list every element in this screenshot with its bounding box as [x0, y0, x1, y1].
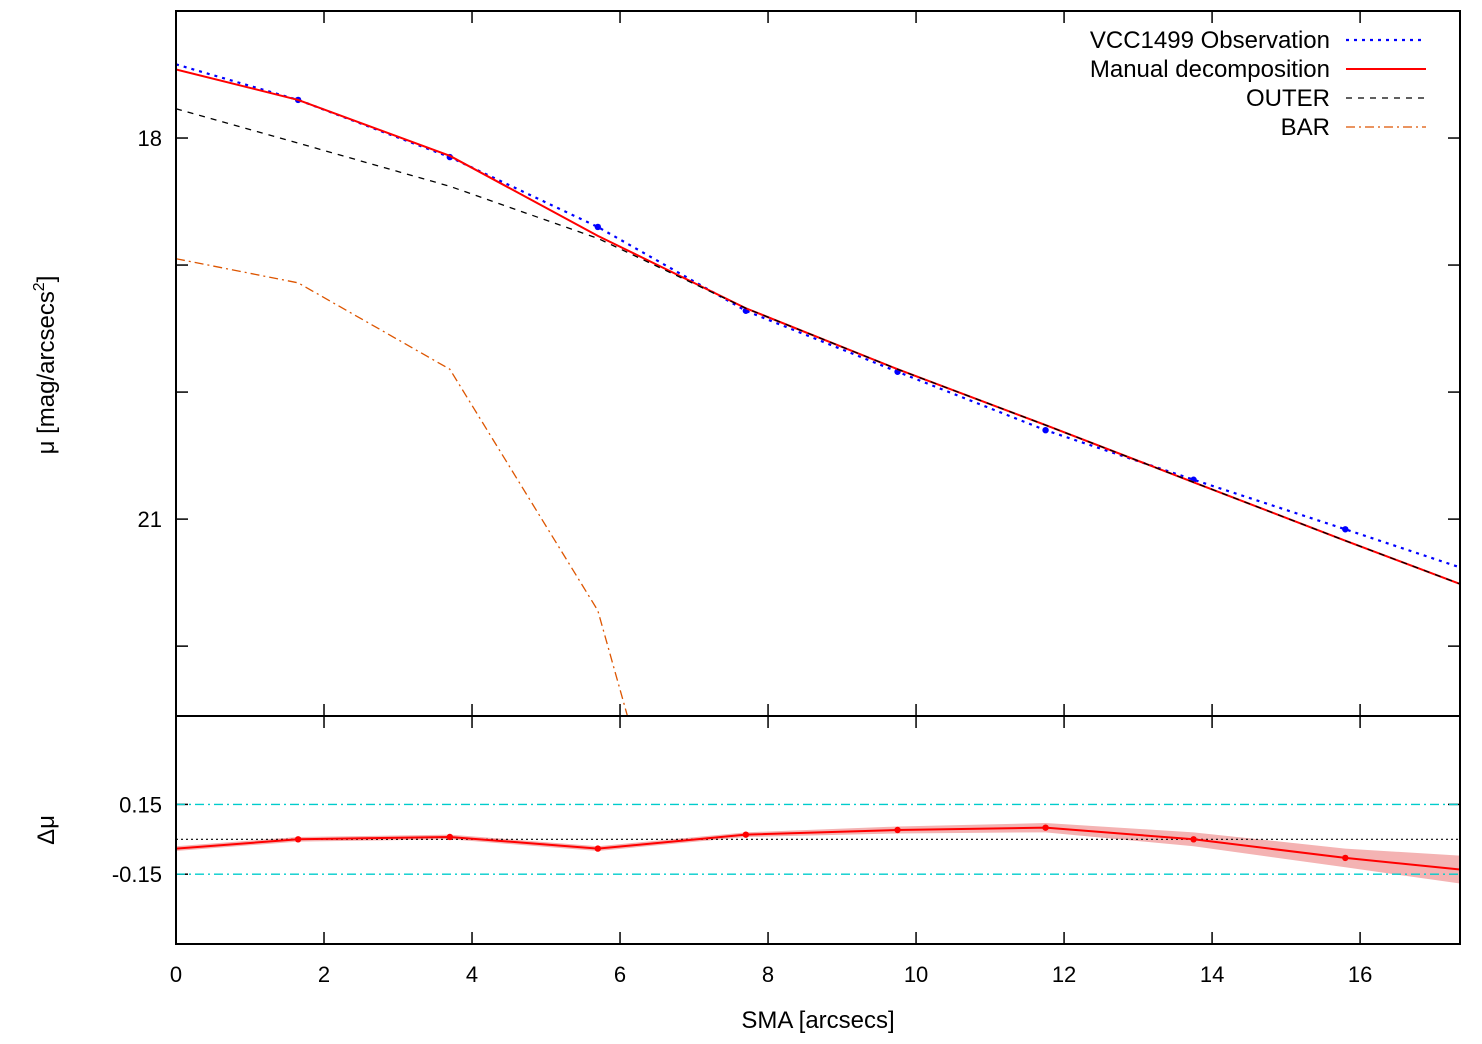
x-tick-label: 4: [466, 962, 478, 987]
x-tick-label: 6: [614, 962, 626, 987]
series-line-bar: [176, 258, 629, 716]
residual-y-tick-label: -0.15: [112, 862, 162, 887]
residual-panel-plot: [176, 803, 1460, 884]
main-y-tick-label: 18: [138, 126, 162, 151]
x-tick-label: 12: [1052, 962, 1076, 987]
tick-labels: 18 21 0 2 4 6 8 10 12 14 16 0.15 -0.15: [112, 126, 1372, 987]
x-tick-label: 8: [762, 962, 774, 987]
residual-point: [1190, 836, 1197, 843]
main-y-tick-label: 21: [138, 507, 162, 532]
legend-label: OUTER: [1246, 85, 1330, 112]
residual-point: [594, 845, 602, 852]
data-point: [594, 223, 602, 231]
x-tick-label: 10: [904, 962, 928, 987]
legend-label: VCC1499 Observation: [1090, 27, 1330, 54]
main-y-axis-label: μ [mag/arcsecs2]: [31, 276, 60, 455]
panel-frames: [175, 10, 1461, 945]
residual-point: [742, 831, 750, 838]
residual-point: [446, 833, 454, 841]
series-line-vcc1499-observation: [176, 63, 1460, 569]
residual-point: [1342, 854, 1349, 862]
residual-y-axis-label: Δμ: [33, 815, 60, 845]
residual-error-band: [176, 823, 1460, 884]
legend-label: Manual decomposition: [1090, 56, 1330, 83]
residual-point: [294, 836, 302, 843]
residual-point: [894, 826, 901, 834]
legend-label: BAR: [1281, 114, 1330, 141]
x-tick-label: 16: [1348, 962, 1372, 987]
x-tick-label: 2: [318, 962, 330, 987]
main-panel-frame: [175, 10, 1461, 717]
residual-panel-frame: [175, 715, 1461, 945]
series-line-outer: [176, 108, 1460, 585]
residual-line: [176, 826, 1460, 871]
series-line-manual-decomposition: [176, 68, 1460, 585]
residual-point: [1042, 824, 1049, 831]
x-tick-label: 0: [170, 962, 182, 987]
x-axis-label: SMA [arcsecs]: [741, 1007, 894, 1034]
main-panel-plot: [176, 63, 1460, 716]
residual-y-tick-label: 0.15: [119, 792, 162, 817]
x-tick-label: 14: [1200, 962, 1224, 987]
data-point: [1042, 426, 1049, 434]
data-point: [1342, 526, 1349, 533]
ylabel-superscript: 2: [31, 282, 48, 291]
